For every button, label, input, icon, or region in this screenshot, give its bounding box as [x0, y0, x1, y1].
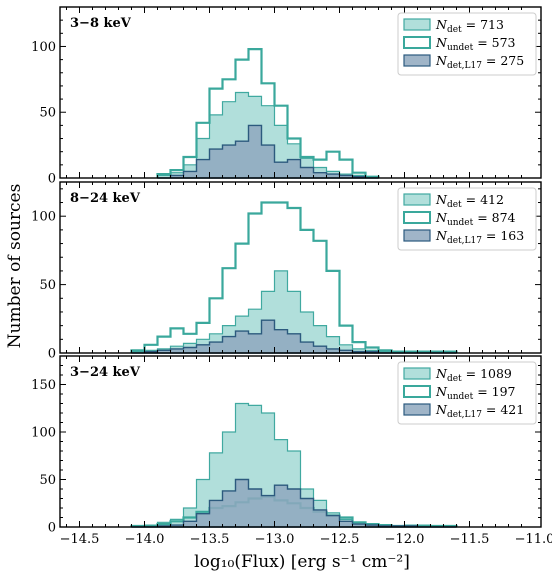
band-label: 3−8 keV	[70, 16, 132, 31]
y-tick-label: 150	[31, 378, 56, 393]
legend-label-det: Ndet = 713	[435, 17, 504, 35]
x-axis-label: log₁₀(Flux) [erg s⁻¹ cm⁻²]	[194, 552, 410, 572]
y-tick-label: 50	[39, 473, 56, 488]
x-tick-label: −14.5	[60, 532, 100, 547]
hist-det	[130, 270, 458, 354]
legend-box	[397, 361, 537, 425]
legend-label-l17: Ndet,L17 = 163	[435, 228, 524, 246]
band-label: 3−24 keV	[70, 365, 141, 380]
legend-label-undet: Nundet = 197	[435, 384, 516, 402]
legend-swatch-undet	[403, 211, 431, 224]
legend-swatch-l17	[403, 229, 431, 242]
x-tick-label: −13.0	[255, 532, 295, 547]
hist-l17	[157, 124, 379, 179]
y-tick-label: 100	[31, 426, 56, 441]
y-tick-label: 50	[39, 278, 56, 293]
hist-undet	[130, 201, 458, 353]
x-tick-label: −11.0	[515, 532, 552, 547]
legend-box	[397, 12, 537, 76]
x-tick-label: −12.5	[320, 532, 360, 547]
x-tick-label: −11.5	[450, 532, 490, 547]
legend-swatch-l17	[403, 54, 431, 67]
hist-undet	[156, 48, 380, 178]
legend-swatch-det	[403, 18, 431, 31]
x-tick-label: −14.0	[125, 532, 165, 547]
y-tick-label: 100	[31, 40, 56, 55]
y-tick-label: 0	[48, 521, 56, 536]
legend-swatch-undet	[403, 36, 431, 49]
legend-label-det: Ndet = 1089	[435, 366, 512, 384]
x-tick-label: −13.5	[190, 532, 230, 547]
legend-box	[397, 187, 537, 251]
legend-swatch-det	[403, 193, 431, 206]
y-tick-label: 0	[48, 172, 56, 187]
x-tick-label: −12.0	[385, 532, 425, 547]
y-axis-label: Number of sources	[5, 184, 25, 349]
y-tick-label: 100	[31, 210, 56, 225]
legend-swatch-l17	[403, 403, 431, 416]
legend-label-det: Ndet = 412	[435, 192, 504, 210]
legend-label-undet: Nundet = 573	[435, 35, 516, 53]
y-tick-label: 0	[48, 347, 56, 362]
hist-l17	[131, 478, 457, 528]
legend-swatch-det	[403, 367, 431, 380]
legend-label-undet: Nundet = 874	[435, 210, 516, 228]
band-label: 8−24 keV	[70, 191, 141, 206]
legend-label-l17: Ndet,L17 = 421	[435, 402, 524, 420]
legend-swatch-undet	[403, 385, 431, 398]
y-tick-label: 50	[39, 106, 56, 121]
legend-label-l17: Ndet,L17 = 275	[435, 53, 524, 71]
